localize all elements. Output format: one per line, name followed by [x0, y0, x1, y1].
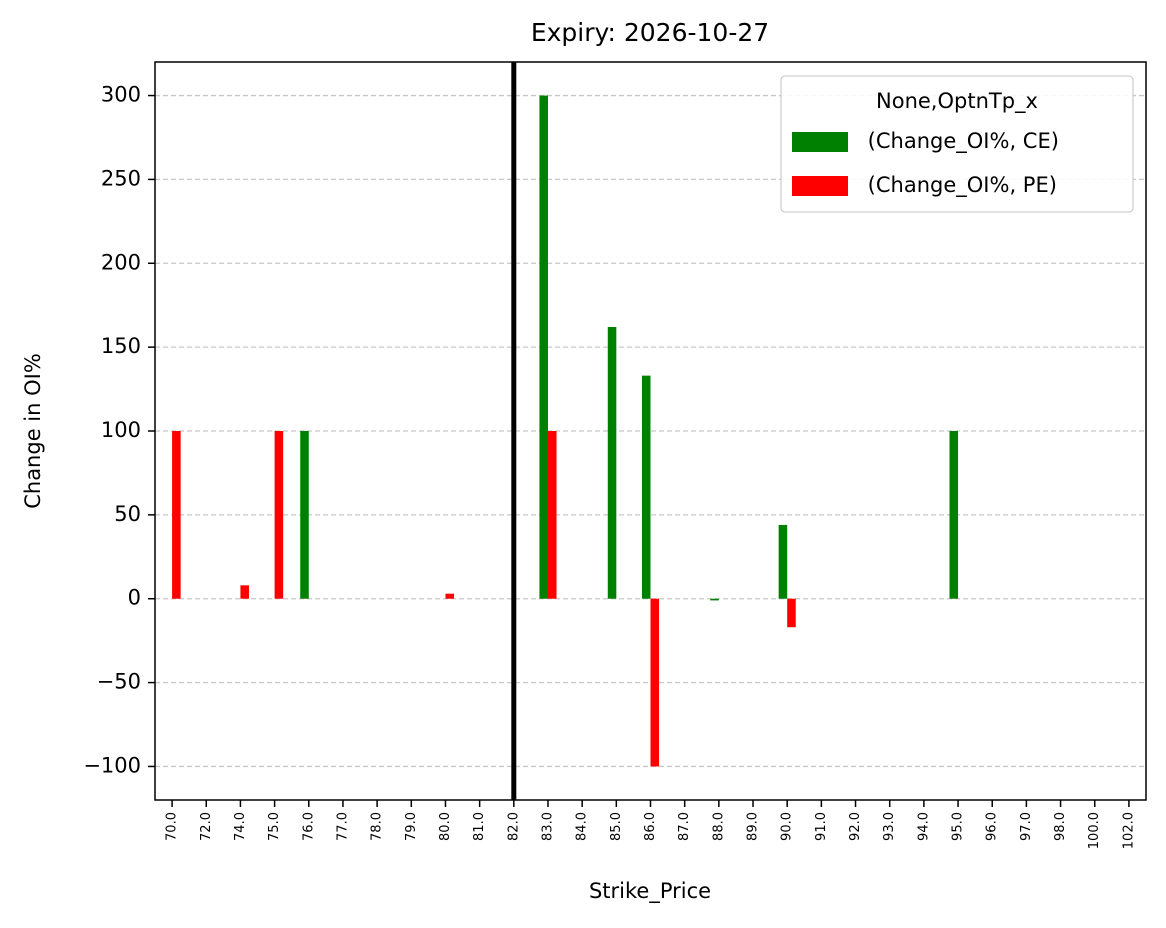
bar	[787, 598, 796, 628]
legend-label: (Change_OI%, CE)	[861, 129, 1059, 154]
bar	[240, 585, 249, 599]
bar	[274, 431, 284, 599]
x-tick-label: 84.0	[575, 812, 590, 841]
x-tick-label: 98.0	[1053, 812, 1068, 841]
y-tick-label: 250	[101, 166, 141, 190]
x-tick-label: 79.0	[404, 812, 419, 841]
bar	[607, 327, 617, 599]
x-tick-label: 78.0	[370, 812, 385, 841]
y-tick-label: 300	[101, 83, 141, 107]
x-tick-label: 77.0	[335, 812, 350, 841]
legend: None,OptnTp_x (Change_OI%, CE) (Change_O…	[780, 75, 1134, 213]
x-tick-label: 96.0	[985, 812, 1000, 841]
y-tick-label: 0	[128, 586, 141, 610]
bar	[539, 95, 548, 599]
x-tick-label: 75.0	[267, 812, 282, 841]
legend-swatch	[792, 132, 848, 152]
x-tick-label: 94.0	[916, 812, 931, 841]
x-tick-label: 81.0	[472, 812, 487, 841]
x-tick-label: 82.0	[506, 812, 521, 841]
bar	[641, 375, 651, 599]
x-tick-label: 102.0	[1121, 812, 1136, 849]
y-axis-label: Change in OI%	[21, 353, 45, 509]
x-tick-label: 95.0	[951, 812, 966, 841]
y-tick-label: 100	[101, 418, 141, 442]
x-tick-label: 74.0	[233, 812, 248, 841]
bar	[172, 431, 181, 599]
legend-label: (Change_OI%, PE)	[861, 173, 1057, 198]
chart-title: Expiry: 2026-10-27	[531, 18, 769, 47]
legend-title: None,OptnTp_x	[876, 89, 1038, 114]
y-tick-label: −50	[97, 670, 141, 694]
x-tick-label: 88.0	[711, 812, 726, 841]
bar	[710, 598, 719, 601]
x-tick-label: 92.0	[848, 812, 863, 841]
legend-swatch	[792, 176, 848, 196]
x-tick-label: 89.0	[746, 812, 761, 841]
x-tick-label: 87.0	[677, 812, 692, 841]
x-tick-label: 86.0	[643, 812, 658, 841]
y-tick-label: 200	[101, 250, 141, 274]
x-tick-label: 93.0	[882, 812, 897, 841]
bar	[445, 593, 455, 599]
x-tick-label: 85.0	[609, 812, 624, 841]
x-tick-label: 83.0	[540, 812, 555, 841]
x-tick-label: 80.0	[438, 812, 453, 841]
x-tick-label: 76.0	[301, 812, 316, 841]
bar	[778, 524, 788, 599]
x-tick-label: 90.0	[780, 812, 795, 841]
bar	[547, 431, 557, 599]
y-tick-label: 50	[114, 502, 141, 526]
y-tick-label: 150	[101, 334, 141, 358]
y-tick-label: −100	[83, 753, 141, 777]
x-tick-label: 97.0	[1019, 812, 1034, 841]
x-tick-label: 70.0	[165, 812, 180, 841]
bar	[949, 431, 959, 599]
bar	[300, 431, 309, 599]
plot-frame	[154, 61, 1147, 801]
x-tick-label: 91.0	[814, 812, 829, 841]
legend-box	[780, 75, 1134, 213]
bar	[650, 598, 660, 767]
x-tick-label: 100.0	[1087, 812, 1102, 849]
x-tick-label: 72.0	[199, 812, 214, 841]
x-axis-label: Strike_Price	[589, 879, 711, 904]
